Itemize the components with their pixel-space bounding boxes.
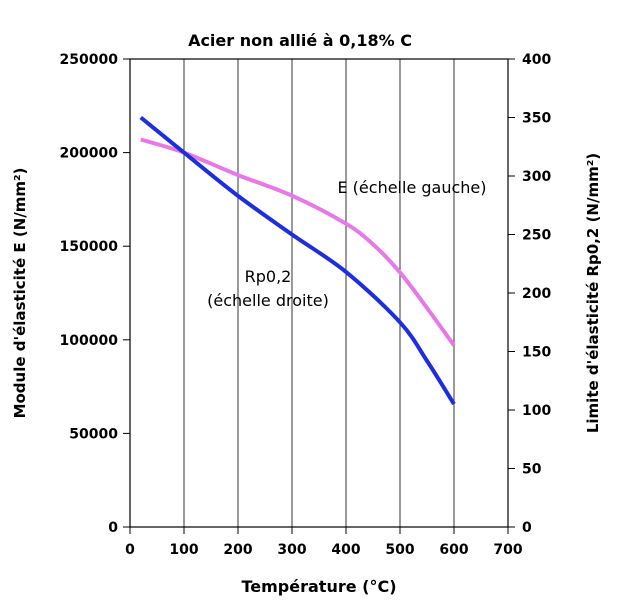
y-right-tick-label: 350: [522, 111, 551, 127]
series-label-rp-line: (échelle droite): [207, 291, 329, 310]
x-tick-label: 300: [277, 542, 306, 558]
y-right-tick-label: 300: [522, 169, 551, 185]
chart-title: Acier non allié à 0,18% C: [188, 31, 412, 50]
y-axis-right-label: Limite d'élasticité Rp0,2 (N/mm²): [584, 153, 602, 433]
x-tick-label: 200: [223, 542, 252, 558]
y-right-tick-label: 150: [522, 345, 551, 361]
y-right-tick-label: 200: [522, 286, 551, 302]
grid: [183, 59, 455, 527]
x-tick-label: 500: [385, 542, 414, 558]
series-group: [139, 115, 456, 406]
y-right-tick-label: 0: [522, 520, 532, 536]
x-tick-label: 600: [439, 542, 468, 558]
y-left-tick-label: 100000: [60, 333, 119, 349]
series-label-rp-line: Rp0,2: [245, 267, 292, 286]
series-line-rp02: [139, 115, 456, 406]
x-tick-label: 0: [125, 542, 135, 558]
y-right-tick-label: 100: [522, 403, 551, 419]
y-right-tick-label: 250: [522, 228, 551, 244]
y-left-tick-label: 0: [108, 520, 118, 536]
x-axis-label: Température (°C): [241, 577, 396, 596]
y-left-tick-label: 200000: [60, 146, 119, 162]
y-left-tick-label: 150000: [60, 239, 119, 255]
x-axis: 0 100 200 300 400 500 600 700: [125, 527, 523, 558]
x-tick-label: 700: [493, 542, 522, 558]
y-axis-left-label: Module d'élasticité E (N/mm²): [11, 168, 29, 419]
series-label-e: E (échelle gauche): [337, 178, 486, 197]
series-label-rp: Rp0,2 (échelle droite): [207, 267, 329, 310]
y-axis-right: 0 50 100 150 200 250 300 350 400: [508, 52, 551, 536]
y-left-tick-label: 50000: [69, 426, 118, 442]
x-tick-label: 100: [169, 542, 198, 558]
y-axis-left: 0 50000 100000 150000 200000 250000: [60, 52, 130, 536]
y-left-tick-label: 250000: [60, 52, 119, 68]
y-right-tick-label: 400: [522, 52, 551, 68]
x-tick-label: 400: [331, 542, 360, 558]
y-right-tick-label: 50: [522, 462, 542, 478]
series-line-e: [140, 137, 456, 347]
